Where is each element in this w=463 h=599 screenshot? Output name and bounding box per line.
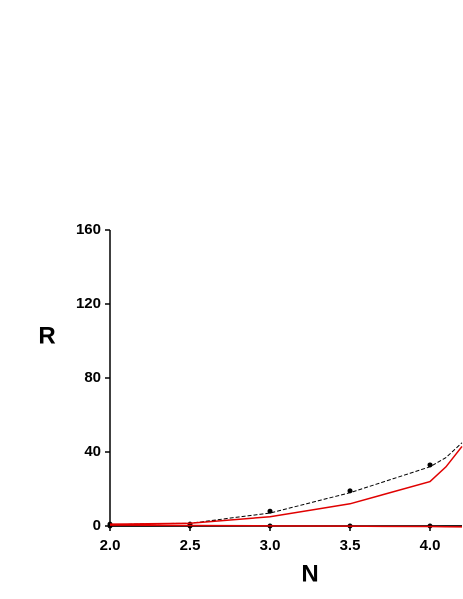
data-point xyxy=(347,488,353,494)
x-tick-label: 3.5 xyxy=(340,537,361,554)
y-tick-label: 0 xyxy=(93,517,101,534)
y-tick-label: 120 xyxy=(76,295,101,312)
y-tick-label: 80 xyxy=(84,369,101,386)
x-tick-label: 2.0 xyxy=(100,537,121,554)
y-tick-label: 160 xyxy=(76,221,101,238)
x-tick-label: 3.0 xyxy=(260,537,281,554)
data-line xyxy=(109,442,463,525)
x-axis-label: N xyxy=(301,560,318,587)
data-line xyxy=(109,445,463,525)
x-tick-label: 2.5 xyxy=(180,537,201,554)
x-tick-label: 4.0 xyxy=(420,537,441,554)
data-line xyxy=(109,524,463,528)
y-axis-label: R xyxy=(38,322,55,349)
y-tick-label: 40 xyxy=(84,443,101,460)
data-point xyxy=(427,462,433,468)
